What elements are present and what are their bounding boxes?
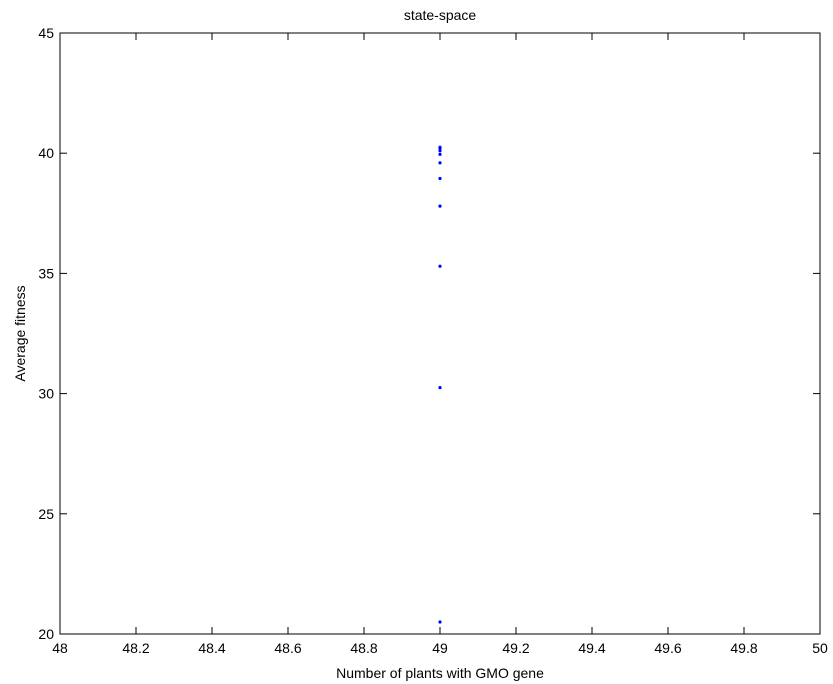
data-point xyxy=(438,620,442,624)
x-tick-label: 48.2 xyxy=(122,640,149,656)
x-tick-label: 50 xyxy=(812,640,828,656)
data-point xyxy=(438,176,442,181)
data-point xyxy=(438,204,442,208)
chart-title: state-space xyxy=(404,7,477,23)
plot-area xyxy=(59,32,821,635)
x-tick-label: 49 xyxy=(432,640,448,656)
data-point xyxy=(438,145,442,149)
y-tick-label: 45 xyxy=(38,25,54,41)
data-point xyxy=(438,161,442,165)
data-point xyxy=(438,152,442,157)
x-axis-title: Number of plants with GMO gene xyxy=(336,665,544,681)
x-tick-label: 49.8 xyxy=(730,640,757,656)
x-tick-label: 49.6 xyxy=(654,640,681,656)
points-layer xyxy=(438,145,442,624)
data-point xyxy=(438,149,442,153)
x-tick-label: 49.4 xyxy=(578,640,605,656)
y-tick-label: 40 xyxy=(38,145,54,161)
axes-layer: 48 48.2 48.4 48.6 48.8 49 49.2 49.4 49.6 49.8 50 20… xyxy=(38,25,828,656)
x-tick-label: 48 xyxy=(52,640,68,656)
y-axis-title: Average fitness xyxy=(12,285,28,381)
x-tick-label: 48.8 xyxy=(350,640,377,656)
y-tick-label: 20 xyxy=(38,626,54,642)
y-tick-label: 25 xyxy=(38,506,54,522)
y-tick-label: 30 xyxy=(38,386,54,402)
data-point xyxy=(438,264,442,268)
x-tick-label: 49.2 xyxy=(502,640,529,656)
y-tick-label: 35 xyxy=(38,265,54,281)
x-tick-label: 48.6 xyxy=(274,640,301,656)
data-point xyxy=(438,385,442,390)
x-tick-label: 48.4 xyxy=(198,640,225,656)
